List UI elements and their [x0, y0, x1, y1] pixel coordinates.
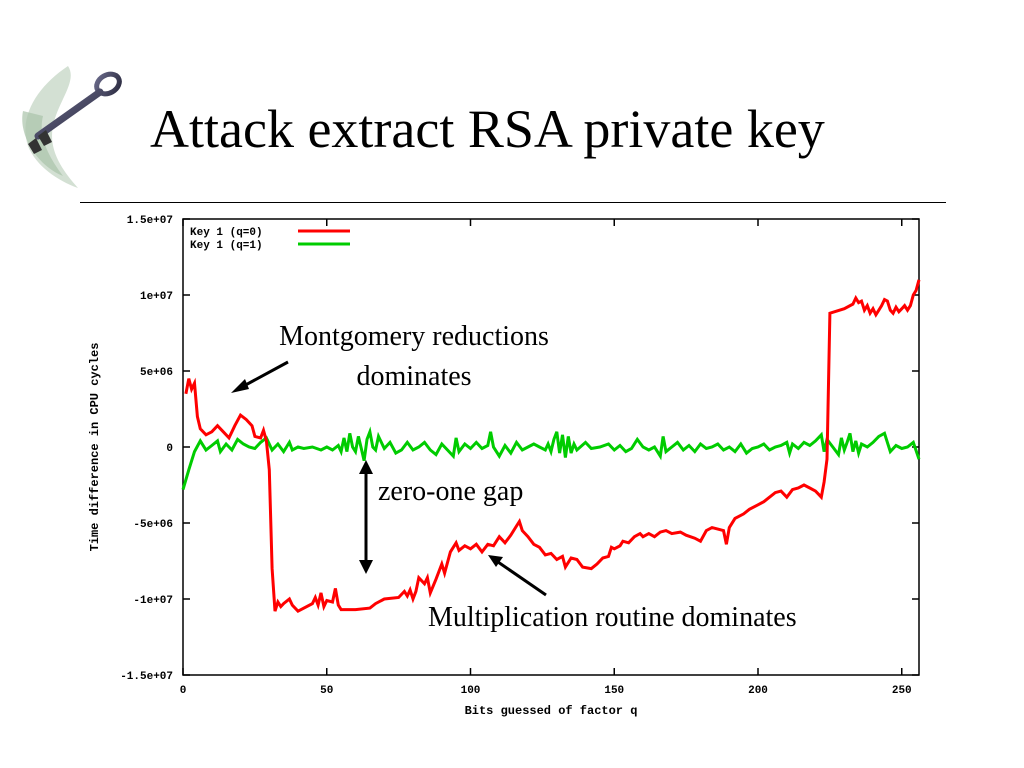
annotation-gap-arrowhead-bottom — [359, 560, 373, 574]
y-tick-label: -1e+07 — [133, 595, 173, 607]
legend: Key 1 (q=0) Key 1 (q=1) — [190, 227, 350, 252]
y-tick-label: 5e+06 — [140, 367, 173, 379]
series-line-q0 — [184, 279, 921, 614]
slide-title: Attack extract RSA private key — [150, 99, 825, 159]
annotation-multiplication: Multiplication routine dominates — [428, 602, 797, 633]
x-tick-label: 50 — [320, 685, 333, 697]
annotation-montgomery-line1: Montgomery reductions — [279, 321, 549, 352]
x-axis-label: Bits guessed of factor q — [465, 704, 638, 718]
key-icon — [22, 66, 122, 188]
y-tick-label: 1.5e+07 — [127, 215, 173, 227]
legend-label-q1: Key 1 (q=1) — [190, 240, 263, 252]
x-tick-label: 0 — [180, 685, 187, 697]
x-tick-label: 250 — [892, 685, 912, 697]
legend-label-q0: Key 1 (q=0) — [190, 227, 263, 239]
annotation-arrow-montgomery — [239, 360, 289, 390]
series-line-q1 — [181, 426, 921, 491]
annotation-gap: zero-one gap — [378, 476, 523, 507]
x-tick-label: 100 — [461, 685, 481, 697]
annotation-arrowhead-montgomery — [231, 379, 249, 393]
annotation-montgomery-line2: dominates — [356, 361, 471, 392]
x-tick-label: 200 — [748, 685, 768, 697]
y-tick-label: -5e+06 — [133, 519, 173, 531]
x-tick-label: 150 — [604, 685, 624, 697]
annotation-gap-arrowhead-top — [359, 460, 373, 474]
y-tick-label: 1e+07 — [140, 291, 173, 303]
y-tick-label: -1.5e+07 — [120, 671, 173, 683]
annotation-arrow-multiplication — [497, 560, 547, 597]
annotations: Montgomery reductions dominates zero-one… — [231, 321, 797, 633]
title-divider — [80, 202, 946, 203]
y-axis-label: Time difference in CPU cycles — [88, 343, 102, 552]
y-tick-label: 0 — [166, 443, 173, 455]
annotation-arrowhead-multiplication — [488, 555, 503, 567]
